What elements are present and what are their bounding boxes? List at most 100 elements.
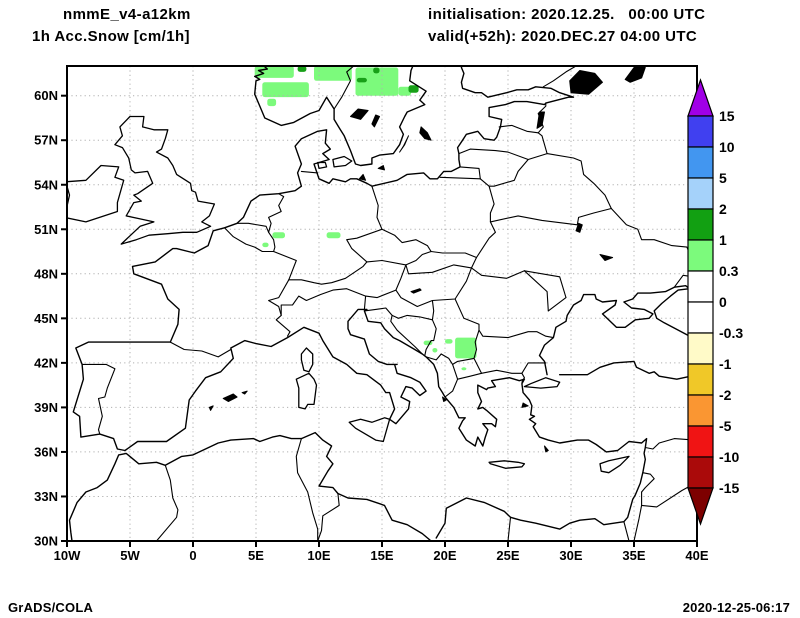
grid-lines <box>67 66 697 541</box>
colorbar-label: -10 <box>719 449 739 465</box>
lake-or-small-island <box>371 114 380 128</box>
lat-label: 60N <box>34 88 58 103</box>
lat-label: 36N <box>34 444 58 459</box>
country-border <box>521 362 547 374</box>
lat-label: 30N <box>34 534 58 549</box>
island-outline <box>67 164 125 223</box>
colorbar-segment <box>687 239 714 272</box>
lon-label: 30E <box>559 548 582 563</box>
country-border <box>623 521 630 541</box>
lake-or-small-island <box>222 393 238 402</box>
colorbar-segment <box>687 146 714 179</box>
island-outline <box>488 460 526 469</box>
country-border <box>542 66 578 88</box>
colorbar-label: -0.3 <box>719 325 743 341</box>
country-border <box>454 298 480 331</box>
colorbar-label: 5 <box>719 170 727 186</box>
island-outline <box>348 417 391 443</box>
lake-or-small-island <box>442 396 447 402</box>
title-model: nmmE_v4-a12km <box>63 6 191 23</box>
country-border <box>390 314 423 355</box>
coastline <box>72 66 648 539</box>
colorbar: 15 10 5 2 1 0.3 0 -0.3 -1 -2 -5 -10 -15 <box>687 78 743 526</box>
valid-time-text: valid(+52h): 2020.DEC.27 04:00 UTC <box>428 28 698 45</box>
lat-label: 33N <box>34 489 58 504</box>
snow-patches <box>254 66 477 371</box>
lon-label: 20E <box>433 548 456 563</box>
coastline <box>559 360 697 380</box>
country-border <box>633 491 643 541</box>
country-border <box>366 250 432 266</box>
colorbar-label: 0.3 <box>719 263 739 279</box>
colorbar-segment <box>687 332 714 365</box>
country-border <box>371 185 383 230</box>
colorbar-label: -2 <box>719 387 732 403</box>
snow-patch-dark <box>408 85 419 93</box>
country-border <box>523 270 549 312</box>
country-border <box>521 372 525 383</box>
country-border <box>470 267 525 279</box>
snow-patch-dark <box>356 77 367 83</box>
lon-label: 5E <box>248 548 264 563</box>
country-border <box>523 270 567 312</box>
lake-or-small-island <box>521 402 529 408</box>
snow-patch-light <box>314 66 352 81</box>
lat-label: 48N <box>34 266 58 281</box>
country-border <box>405 256 478 275</box>
snow-patch-light <box>272 232 285 239</box>
lon-label: 5W <box>120 548 140 563</box>
colorbar-label: -1 <box>719 356 732 372</box>
colorbar-segment <box>687 177 714 210</box>
island-outline <box>114 115 216 245</box>
country-border <box>440 353 459 398</box>
coastline <box>253 66 427 167</box>
lat-label: 42N <box>34 355 58 370</box>
country-border <box>480 369 523 374</box>
lon-label: 35E <box>622 548 645 563</box>
creation-timestamp: 2020-12-25-06:17 <box>682 600 790 615</box>
snow-patch-light <box>326 232 341 239</box>
snow-patch-light <box>455 337 477 359</box>
island-outline <box>332 155 353 168</box>
snow-patch-light <box>355 67 399 96</box>
country-border <box>452 357 475 365</box>
colorbar-segment <box>687 363 714 396</box>
lake-or-small-island <box>208 405 214 411</box>
country-border <box>478 329 554 339</box>
snow-patch-light <box>445 339 453 344</box>
country-border <box>537 132 548 155</box>
colorbar-label: -5 <box>719 418 732 434</box>
country-border <box>268 193 285 233</box>
country-border <box>346 228 383 263</box>
country-border <box>425 353 442 361</box>
country-border <box>223 227 297 281</box>
lake-or-small-island <box>241 390 248 395</box>
colorbar-arrow-top <box>687 78 714 117</box>
coastline <box>538 285 697 376</box>
country-border <box>546 153 612 210</box>
lon-label: 15E <box>370 548 393 563</box>
country-border <box>395 267 473 308</box>
country-border <box>458 148 529 161</box>
lon-label: 10W <box>54 548 81 563</box>
coastline <box>68 431 432 541</box>
country-border <box>295 438 319 541</box>
lake-or-small-island <box>358 173 367 181</box>
axis-labels: 30N 33N 36N 39N 42N 45N 48N 51N 54N 57N 60N 10W 5W 0 5… <box>34 88 709 563</box>
lake-or-small-island <box>624 67 646 83</box>
snow-patch-light <box>267 98 277 107</box>
country-border <box>498 124 539 134</box>
country-border <box>268 279 291 337</box>
lake-or-small-island <box>350 108 369 120</box>
lake-or-small-island <box>377 165 385 171</box>
axis-ticks <box>61 94 698 547</box>
country-border <box>439 176 481 180</box>
country-border <box>459 166 481 180</box>
title-product: 1h Acc.Snow [cm/1h] <box>32 28 190 45</box>
snow-patch-light <box>262 82 309 98</box>
colorbar-label: 0 <box>719 294 727 310</box>
grads-credit: GrADS/COLA <box>8 600 94 615</box>
lon-label: 10E <box>307 548 330 563</box>
